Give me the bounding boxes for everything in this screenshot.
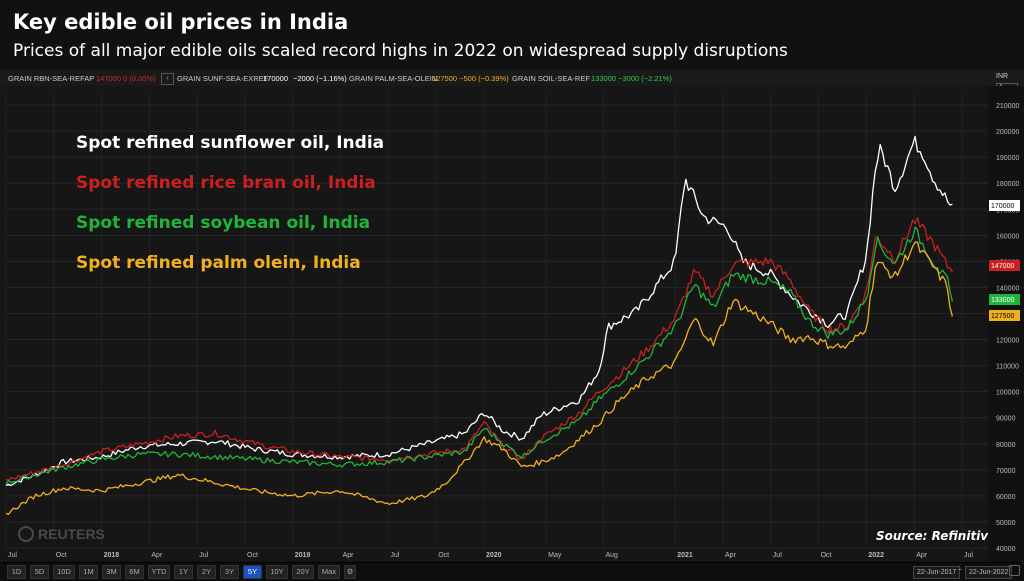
y-tick-label: 140000 (996, 285, 1019, 292)
legend-soil-name[interactable]: GRAIN SOIL-SEA-REF (512, 74, 590, 83)
x-tick-label: Oct (56, 552, 67, 559)
range-button-20y[interactable]: 20Y (292, 565, 314, 579)
y-tick-label: 90000 (996, 416, 1016, 423)
legend-sunf-value: 170000 (263, 74, 289, 83)
legend-palm-value: 127500 −500 (−0.39%) (432, 74, 509, 83)
last-value-label: 147000 (991, 263, 1014, 270)
last-value-label: 170000 (991, 203, 1014, 210)
legend-sunf-change: −2000 (−1.16%) (293, 74, 347, 83)
y-tick-label: 120000 (996, 338, 1019, 345)
reuters-logo-icon (18, 526, 34, 542)
x-tick-label: 2021 (677, 552, 693, 559)
series-legend-bar: GRAIN RBN-SEA-REFAP 147000 0 (0.00%) ‹ G… (0, 70, 1024, 86)
x-tick-label: Oct (438, 552, 449, 559)
x-tick-label: 2019 (295, 552, 311, 559)
last-value-label: 127500 (991, 313, 1014, 320)
x-tick-label: Apr (916, 552, 928, 559)
series-line-2 (5, 226, 954, 486)
y-tick-label: 160000 (996, 233, 1019, 240)
date-from[interactable]: 22-Jun-2017 (913, 566, 961, 579)
range-button-1y[interactable]: 1Y (174, 565, 193, 579)
legend-palm-name[interactable]: GRAIN PALM-SEA-OLEIN (349, 74, 438, 83)
chart-subtitle: Prices of all major edible oils scaled r… (13, 41, 788, 61)
y-tick-label: 80000 (996, 442, 1016, 449)
range-button-10y[interactable]: 10Y (266, 565, 288, 579)
y-axis-panel (988, 86, 1024, 562)
y-tick-label: 110000 (996, 364, 1019, 371)
date-separator: ~ (958, 567, 963, 574)
x-tick-label: Aug (606, 552, 619, 559)
last-value-label: 133000 (991, 297, 1014, 304)
legend-rbn-value: 147000 0 (0.00%) (96, 74, 156, 83)
date-to[interactable]: 22-Jun-2022 (965, 566, 1013, 579)
x-tick-label: Jul (390, 552, 399, 559)
range-button-3m[interactable]: 3M (102, 565, 121, 579)
header: Key edible oil prices in India Prices of… (0, 0, 1024, 70)
last-value-badge (989, 260, 1020, 271)
range-button-5d[interactable]: 5D (30, 565, 49, 579)
x-tick-label: Oct (247, 552, 258, 559)
x-tick-label: Jul (199, 552, 208, 559)
series-label: Spot refined sunflower oil, India (76, 133, 384, 153)
legend-sunf-name[interactable]: GRAIN SUNF-SEA-EXREF (177, 74, 269, 83)
chart-title: Key edible oil prices in India (13, 10, 349, 34)
last-value-badge (989, 200, 1020, 211)
range-button-1m[interactable]: 1M (79, 565, 98, 579)
source-note: Source: Refinitiv (876, 529, 989, 543)
last-value-badge (989, 294, 1020, 305)
series-label: Spot refined soybean oil, India (76, 213, 370, 233)
settings-gear-icon[interactable]: ⚙ (344, 565, 356, 579)
range-button-2y[interactable]: 2Y (197, 565, 216, 579)
y-tick-label: 210000 (996, 103, 1019, 110)
x-tick-label: Apr (343, 552, 355, 559)
calendar-icon[interactable] (1009, 565, 1020, 576)
chart-area (0, 86, 1024, 562)
series-label: Spot refined palm olein, India (76, 253, 361, 273)
y-tick-label: 100000 (996, 390, 1019, 397)
y-tick-label: 60000 (996, 494, 1016, 501)
range-button-6m[interactable]: 6M (125, 565, 144, 579)
range-button-10d[interactable]: 10D (53, 565, 75, 579)
y-tick-label: 50000 (996, 520, 1016, 527)
y-tick-label: 70000 (996, 468, 1016, 475)
y-tick-label: 180000 (996, 181, 1019, 188)
x-tick-label: Apr (725, 552, 737, 559)
currency-selector[interactable]: INR (996, 73, 1009, 80)
y-tick-label: 190000 (996, 155, 1019, 162)
series-label: Spot refined rice bran oil, India (76, 173, 376, 193)
range-button-5y[interactable]: 5Y (243, 565, 262, 579)
y-tick-label: 40000 (996, 546, 1016, 553)
range-button-ytd[interactable]: YTD (148, 565, 170, 579)
legend-collapse-button[interactable]: ‹ (161, 73, 174, 85)
legend-rbn-name[interactable]: GRAIN RBN-SEA-REFAP (8, 74, 95, 83)
legend-soil-value: 133000 −3000 (−2.21%) (591, 74, 672, 83)
series-line-1 (5, 217, 953, 481)
range-button-1d[interactable]: 1D (7, 565, 26, 579)
x-tick-label: Jul (964, 552, 973, 559)
x-tick-label: May (548, 552, 562, 559)
series-line-0 (5, 135, 953, 487)
x-tick-label: Apr (151, 552, 163, 559)
x-tick-label: 2020 (486, 552, 502, 559)
last-value-badge (989, 310, 1020, 321)
x-tick-label: 2022 (868, 552, 884, 559)
x-tick-label: Jul (773, 552, 782, 559)
y-tick-label: 200000 (996, 129, 1019, 136)
x-tick-label: Jul (8, 552, 17, 559)
reuters-watermark: REUTERS (38, 526, 105, 542)
range-button-3y[interactable]: 3Y (220, 565, 239, 579)
x-tick-label: Oct (821, 552, 832, 559)
range-button-max[interactable]: Max (318, 565, 340, 579)
series-line-3 (5, 241, 954, 516)
x-tick-label: 2018 (104, 552, 120, 559)
